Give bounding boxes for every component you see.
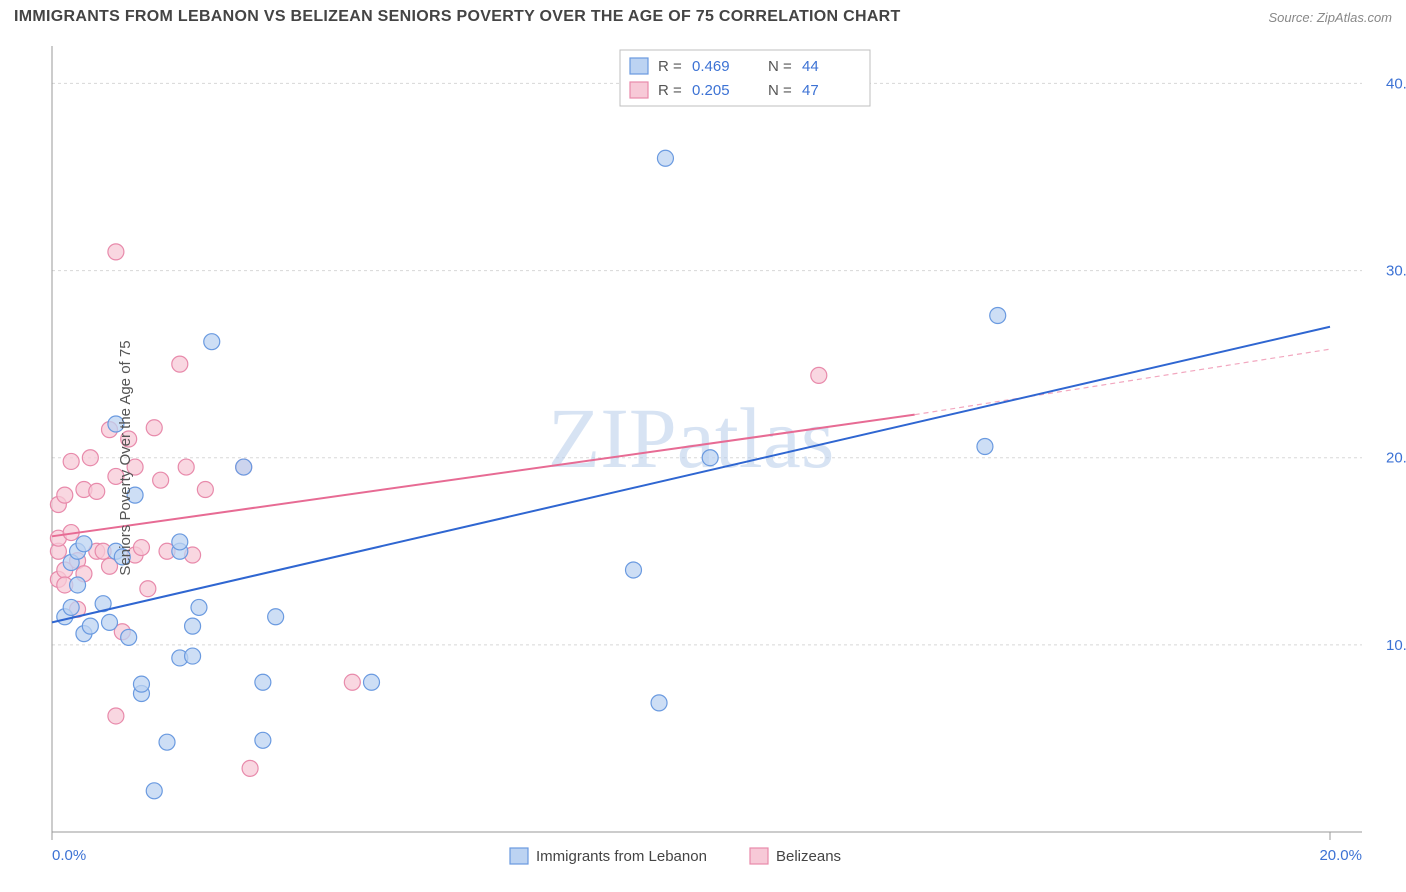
- data-point: [255, 732, 271, 748]
- watermark: ZIPatlas: [548, 390, 835, 486]
- trend-line-belizeans-extrapolated: [915, 349, 1330, 415]
- data-point: [146, 420, 162, 436]
- data-point: [172, 534, 188, 550]
- data-point: [76, 536, 92, 552]
- data-point: [108, 244, 124, 260]
- title-bar: IMMIGRANTS FROM LEBANON VS BELIZEAN SENI…: [0, 0, 1406, 32]
- data-point: [185, 648, 201, 664]
- data-point: [651, 695, 667, 711]
- data-point: [63, 599, 79, 615]
- legend-n-value: 44: [802, 58, 819, 75]
- data-point: [255, 674, 271, 690]
- data-point: [133, 540, 149, 556]
- legend-r-value: 0.469: [692, 58, 730, 75]
- y-tick-label: 40.0%: [1386, 75, 1406, 92]
- scatter-chart: 10.0% 20.0% 30.0% 40.0% 0.0% 20.0% ZIPatlas R =…: [0, 32, 1406, 884]
- legend-swatch: [630, 58, 648, 74]
- chart-container: Seniors Poverty Over the Age of 75 10.0%…: [0, 32, 1406, 884]
- data-point: [268, 609, 284, 625]
- data-point: [185, 618, 201, 634]
- source-attribution: Source: ZipAtlas.com: [1268, 10, 1392, 25]
- y-tick-label: 30.0%: [1386, 263, 1406, 280]
- legend-n-value: 47: [802, 82, 819, 99]
- data-point: [197, 482, 213, 498]
- series-legend: Immigrants from Lebanon Belizeans: [510, 848, 841, 865]
- legend-swatch: [750, 848, 768, 864]
- data-point: [82, 618, 98, 634]
- data-point: [82, 450, 98, 466]
- data-point: [108, 708, 124, 724]
- legend-n-label: N =: [768, 82, 792, 99]
- legend-r-value: 0.205: [692, 82, 730, 99]
- legend-n-label: N =: [768, 58, 792, 75]
- data-point: [625, 562, 641, 578]
- data-point: [990, 307, 1006, 323]
- legend-r-label: R =: [658, 58, 682, 75]
- x-tick-label: 0.0%: [52, 847, 86, 864]
- data-point: [344, 674, 360, 690]
- data-point: [236, 459, 252, 475]
- data-point: [242, 760, 258, 776]
- data-point: [657, 150, 673, 166]
- legend-r-label: R =: [658, 82, 682, 99]
- legend-swatch: [510, 848, 528, 864]
- data-point: [63, 453, 79, 469]
- data-point: [204, 334, 220, 350]
- data-point: [57, 487, 73, 503]
- data-point: [172, 356, 188, 372]
- data-point: [977, 438, 993, 454]
- data-point: [153, 472, 169, 488]
- legend-label: Belizeans: [776, 848, 841, 865]
- data-point: [159, 734, 175, 750]
- data-point: [102, 614, 118, 630]
- data-point: [191, 599, 207, 615]
- correlation-legend: R = 0.469 N = 44 R = 0.205 N = 47: [620, 50, 870, 106]
- x-tick-label: 20.0%: [1319, 847, 1362, 864]
- data-point: [89, 483, 105, 499]
- data-point: [121, 629, 137, 645]
- data-point: [140, 581, 156, 597]
- legend-label: Immigrants from Lebanon: [536, 848, 707, 865]
- data-point: [811, 367, 827, 383]
- y-tick-label: 20.0%: [1386, 450, 1406, 467]
- data-point: [70, 577, 86, 593]
- data-point: [702, 450, 718, 466]
- data-point: [364, 674, 380, 690]
- y-axis-label: Seniors Poverty Over the Age of 75: [117, 340, 134, 575]
- data-point: [146, 783, 162, 799]
- data-point: [133, 676, 149, 692]
- data-point: [178, 459, 194, 475]
- legend-swatch: [630, 82, 648, 98]
- y-tick-label: 10.0%: [1386, 637, 1406, 654]
- chart-title: IMMIGRANTS FROM LEBANON VS BELIZEAN SENI…: [14, 8, 901, 26]
